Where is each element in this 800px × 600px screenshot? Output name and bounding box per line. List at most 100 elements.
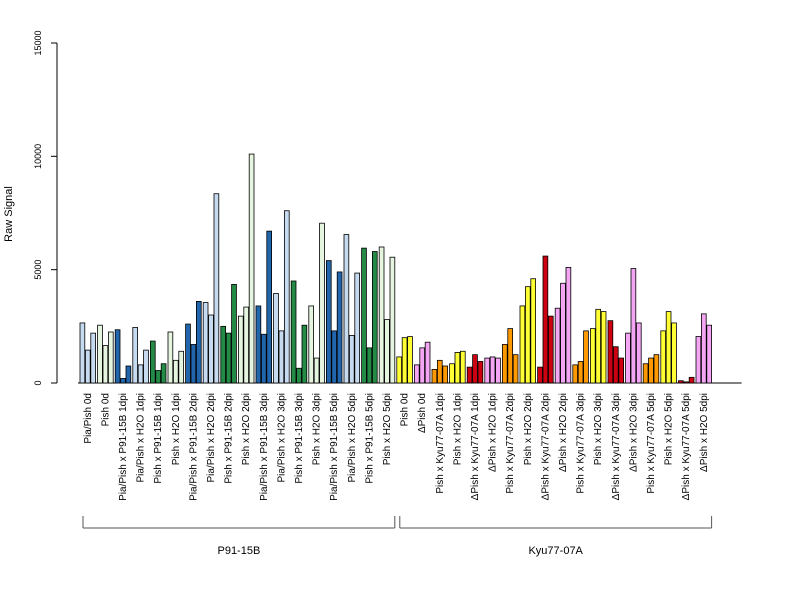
bar xyxy=(495,357,501,384)
category-label: Pia/Pish x H2O 1dpi xyxy=(136,393,147,483)
bar xyxy=(319,222,325,384)
bar xyxy=(190,344,197,384)
bar xyxy=(213,193,220,384)
bar xyxy=(489,356,496,384)
bar xyxy=(243,306,250,384)
bar xyxy=(149,340,156,384)
bar xyxy=(572,364,578,384)
bar xyxy=(97,324,103,384)
bar xyxy=(167,331,174,384)
bar xyxy=(613,346,619,384)
bar xyxy=(683,381,689,384)
category-label: Pish x Kyu77-07A 2dpi xyxy=(505,393,516,494)
bar xyxy=(178,350,185,384)
bar xyxy=(436,359,443,384)
bar xyxy=(90,332,97,384)
bar xyxy=(336,271,343,384)
bar xyxy=(160,363,167,384)
bar xyxy=(530,278,536,384)
bar xyxy=(625,332,631,384)
bar xyxy=(313,357,320,384)
category-labels: Pia/Pish 0d Pish 0d Pia/Pish x P91-15B 1dp… xyxy=(83,393,710,501)
bar xyxy=(424,341,431,384)
bar xyxy=(185,323,191,384)
bar xyxy=(554,307,561,384)
bar xyxy=(371,251,378,384)
bar xyxy=(607,320,614,384)
bar xyxy=(278,330,285,384)
y-axis: 0 5000 10000 15000 xyxy=(33,30,58,386)
category-label: Pish x H2O 2dpi xyxy=(241,393,252,465)
bar xyxy=(636,322,642,384)
bar xyxy=(132,327,139,384)
group-label: Kyu77-07A xyxy=(528,545,583,557)
category-label: Pish x Kyu77-07A 5dpi xyxy=(646,393,657,494)
bar xyxy=(354,272,360,384)
bar xyxy=(695,336,702,384)
bar xyxy=(266,230,272,384)
category-label: Pish x Kyu77-07A 1dpi xyxy=(435,393,446,494)
bar xyxy=(143,349,149,384)
bar xyxy=(401,337,408,384)
bar xyxy=(525,286,531,384)
category-label: Pish 0d xyxy=(100,393,111,426)
bar xyxy=(688,376,695,384)
bar xyxy=(396,356,402,384)
bar xyxy=(472,354,478,384)
bar xyxy=(348,334,355,384)
bar xyxy=(413,364,420,384)
bar xyxy=(466,366,473,384)
bar xyxy=(195,300,202,384)
bars xyxy=(79,153,712,384)
bar xyxy=(577,361,584,384)
bar xyxy=(114,329,121,384)
category-label: Pia/Pish x P91-15B 1dpi xyxy=(118,393,129,501)
bar xyxy=(384,319,390,384)
category-label: ΔPish x Kyu77-07A 2dpi xyxy=(540,393,551,500)
category-label: ΔPish x H2O 1dpi xyxy=(488,393,499,472)
bar xyxy=(653,354,660,384)
category-label: Pia/Pish x P91-15B 2dpi xyxy=(188,393,199,501)
bar xyxy=(407,336,413,384)
bar xyxy=(137,364,144,384)
category-label: Pish x P91-15B 1dpi xyxy=(153,393,164,484)
bar xyxy=(442,365,448,384)
category-label: Pish x P91-15B 5dpi xyxy=(364,393,375,484)
bar xyxy=(501,344,508,384)
bar xyxy=(296,367,302,384)
bar xyxy=(202,302,209,384)
bar xyxy=(220,325,227,384)
category-label: ΔPish x H2O 2dpi xyxy=(558,393,569,472)
category-label: Pish x H2O 5dpi xyxy=(382,393,393,465)
bar xyxy=(301,324,308,384)
bar xyxy=(231,283,237,384)
bar xyxy=(283,210,290,384)
bar xyxy=(273,293,279,384)
bar xyxy=(419,347,425,384)
category-label: Pish x H2O 1dpi xyxy=(452,393,463,465)
bar xyxy=(378,246,385,384)
bar xyxy=(237,315,244,384)
bar xyxy=(519,305,526,384)
bar xyxy=(308,305,314,384)
bar xyxy=(618,357,624,384)
bar xyxy=(706,324,712,384)
bar xyxy=(484,357,490,384)
y-tick-label: 5000 xyxy=(33,260,43,280)
bar xyxy=(630,268,637,384)
y-axis-title: Raw Signal xyxy=(3,186,15,242)
category-label: ΔPish x Kyu77-07A 3dpi xyxy=(611,393,622,500)
bar xyxy=(565,266,572,384)
category-label: Pia/Pish x H2O 2dpi xyxy=(206,393,217,483)
bar xyxy=(642,363,649,384)
bar xyxy=(454,351,461,384)
bar xyxy=(660,330,666,384)
bar xyxy=(208,314,214,384)
bar xyxy=(361,247,367,384)
bar xyxy=(155,370,162,384)
bar xyxy=(548,315,554,384)
y-tick-label: 10000 xyxy=(33,144,43,169)
bar xyxy=(678,380,684,384)
bar xyxy=(366,347,373,384)
